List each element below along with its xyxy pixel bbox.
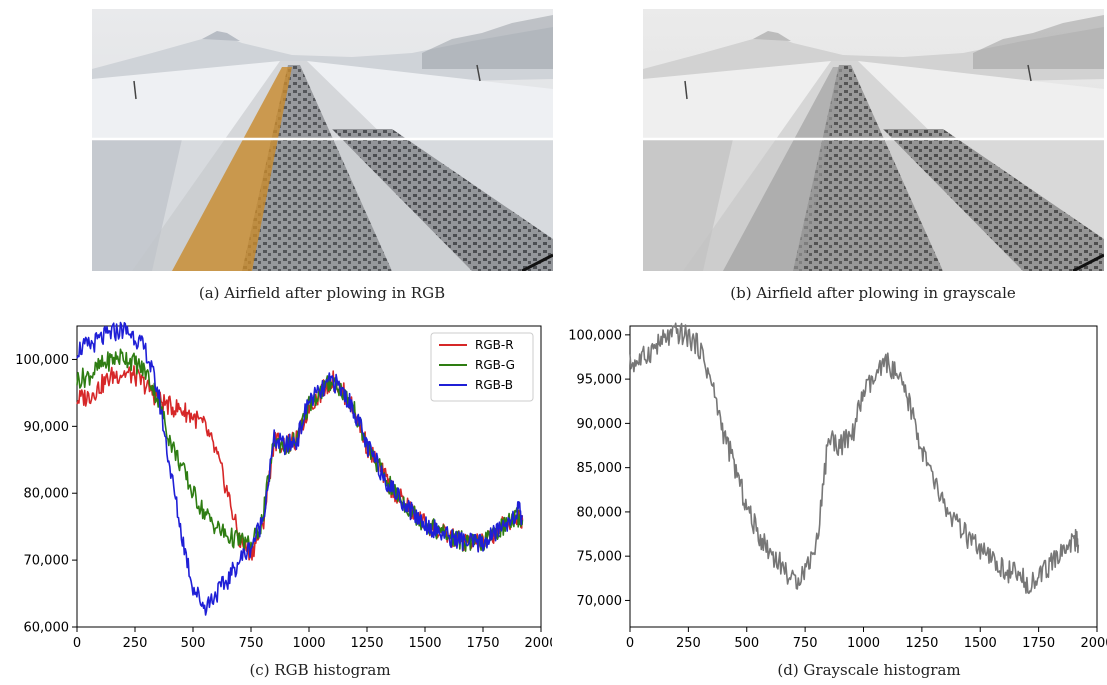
caption-c: (c) RGB histogram [249, 661, 391, 679]
chart-grayscale-histogram: 0 250 500 750 1000 1250 1500 1750 2000 70,000 75,0… [568, 322, 1107, 651]
x-tick-label: 1500 [408, 636, 441, 651]
legend-label: RGB-B [475, 378, 513, 392]
y-tick-label: 90,000 [24, 420, 70, 435]
x-tick-label: 2000 [1080, 636, 1107, 651]
x-tick-label: 1000 [847, 636, 880, 651]
photo-airfield-grayscale [643, 9, 1104, 271]
x-tick-label: 1750 [466, 636, 499, 651]
caption-b: (b) Airfield after plowing in grayscale [730, 284, 1016, 302]
y-tick-label: 70,000 [577, 594, 623, 609]
y-tick-label: 85,000 [577, 461, 623, 476]
x-tick-label: 1250 [905, 636, 938, 651]
x-tick-label: 0 [626, 636, 634, 651]
x-tick-label: 1750 [1022, 636, 1055, 651]
y-tick-label: 95,000 [577, 373, 623, 388]
x-tick-label: 750 [239, 636, 264, 651]
y-tick-label: 60,000 [24, 621, 70, 636]
y-tick-label: 100,000 [568, 328, 622, 343]
series-line-rgb-b [76, 321, 524, 616]
x-tick-label: 0 [73, 636, 81, 651]
x-tick-label: 750 [793, 636, 818, 651]
x-tick-label: 1000 [292, 636, 325, 651]
y-tick-label: 80,000 [577, 505, 623, 520]
x-tick-label: 1500 [964, 636, 997, 651]
y-tick-label: 70,000 [24, 554, 70, 569]
series-line-rgb-g [76, 348, 524, 555]
photo-airfield-rgb [92, 9, 553, 271]
y-tick-label: 100,000 [15, 353, 69, 368]
caption-a: (a) Airfield after plowing in RGB [198, 284, 446, 302]
series-line-gray [629, 322, 1080, 595]
x-tick-label: 250 [676, 636, 701, 651]
y-tick-label: 75,000 [577, 550, 623, 565]
x-tick-label: 2000 [524, 636, 552, 651]
caption-d: (d) Grayscale histogram [777, 661, 961, 679]
legend-label: RGB-G [475, 358, 515, 372]
chart-rgb-histogram: 0 250 500 750 1000 1250 1500 1750 2000 60,000 70,0… [15, 321, 552, 651]
y-tick-label: 90,000 [577, 417, 623, 432]
x-tick-label: 500 [734, 636, 759, 651]
legend-label: RGB-R [475, 338, 514, 352]
x-tick-label: 250 [123, 636, 148, 651]
x-tick-label: 500 [181, 636, 206, 651]
x-tick-label: 1250 [350, 636, 383, 651]
y-tick-label: 80,000 [24, 487, 70, 502]
